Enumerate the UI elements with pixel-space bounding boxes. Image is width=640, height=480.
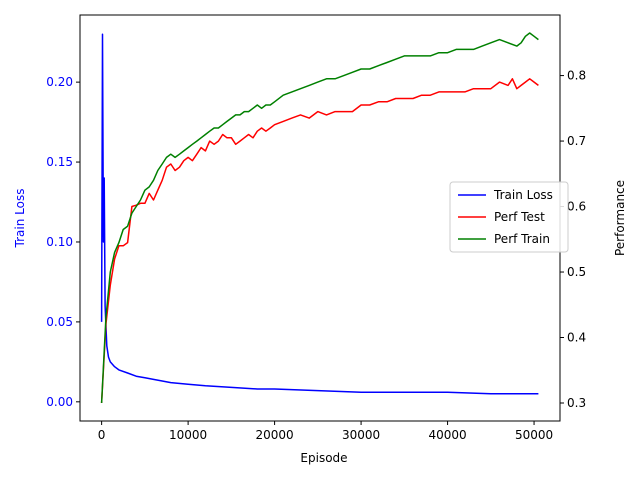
y-right-tick-label: 0.3 <box>567 396 586 410</box>
legend: Train Loss Perf Test Perf Train <box>449 181 569 253</box>
x-ticks: 0 10000 20000 30000 40000 50000 <box>98 421 553 442</box>
x-tick-label: 50000 <box>515 428 553 442</box>
legend-label-perf-train: Perf Train <box>494 232 550 246</box>
y-right-tick-label: 0.5 <box>567 265 586 279</box>
y-right-tick-label: 0.8 <box>567 69 586 83</box>
legend-label-train-loss: Train Loss <box>493 188 553 202</box>
y-left-tick-label: 0.20 <box>46 75 73 89</box>
y-left-tick-label: 0.10 <box>46 235 73 249</box>
x-tick-label: 0 <box>98 428 106 442</box>
y-left-tick-label: 0.15 <box>46 155 73 169</box>
y-left-tick-label: 0.00 <box>46 395 73 409</box>
y-right-ticks: 0.3 0.4 0.5 0.6 0.7 0.8 <box>560 69 586 410</box>
series-line-perf-train <box>100 32 539 404</box>
x-tick-label: 30000 <box>342 428 380 442</box>
legend-box <box>449 181 569 253</box>
y-right-tick-label: 0.6 <box>567 200 586 214</box>
y-left-tick-label: 0.05 <box>46 315 73 329</box>
series-line-perf-test <box>100 78 539 404</box>
series-layer <box>100 32 539 404</box>
x-tick-label: 20000 <box>256 428 294 442</box>
y-right-tick-label: 0.7 <box>567 134 586 148</box>
y-right-axis-label: Performance <box>613 180 627 256</box>
x-tick-label: 10000 <box>169 428 207 442</box>
y-left-axis-label: Train Loss <box>13 189 27 249</box>
x-axis-label: Episode <box>300 451 347 465</box>
y-right-tick-label: 0.4 <box>567 331 586 345</box>
y-left-ticks: 0.00 0.05 0.10 0.15 0.20 <box>46 75 80 409</box>
legend-label-perf-test: Perf Test <box>494 210 545 224</box>
x-tick-label: 40000 <box>428 428 466 442</box>
